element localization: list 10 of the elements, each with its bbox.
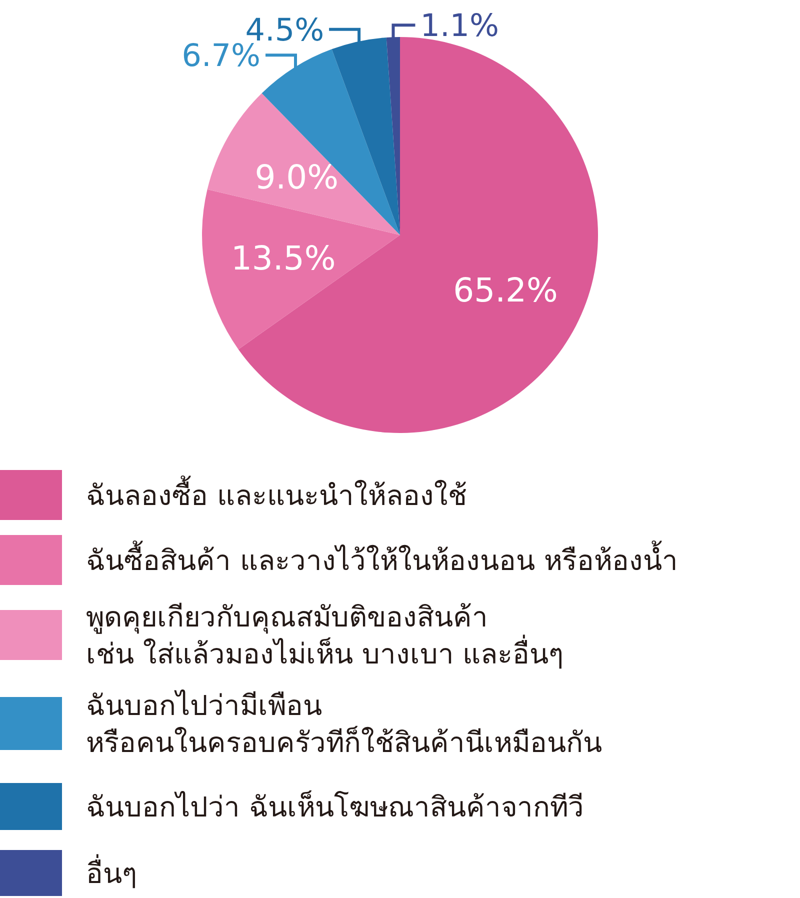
data-label: 65.2% xyxy=(453,270,558,310)
data-label: 13.5% xyxy=(230,238,336,278)
legend-label: พูดคุยเกียวกับคุณสมับติของสินค้า เช่น ใส่แล้วมองไม่เห็น บางเบา และอื่นๆ xyxy=(86,600,564,670)
legend-label: ฉันบอกไปว่ามีเพือน หรือคนในครอบครัวทีก็ใช้สินค้านีเหมือนกัน xyxy=(86,689,602,759)
legend-label: ฉันลองซื้อ และแนะนำให้ลองใช้ xyxy=(86,475,467,512)
legend-label: ฉันบอกไปว่า ฉันเห็นโฆษณาสินค้าจากทีวี xyxy=(86,790,584,824)
legend-label: ฉันซื้อสินค้า และวางไว้ให้ในห้องนอน หรือห้องน้ำ xyxy=(86,540,678,577)
data-label: 1.1% xyxy=(420,8,499,44)
data-label: 9.0% xyxy=(254,157,339,196)
legend-label: อื่นๆ xyxy=(86,854,137,890)
